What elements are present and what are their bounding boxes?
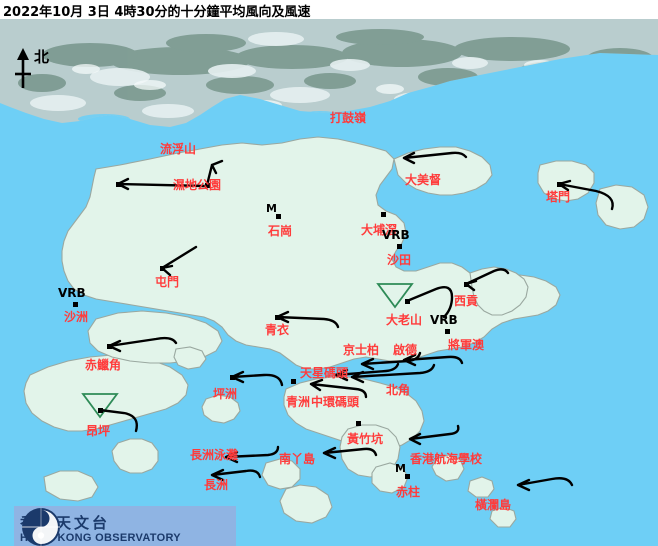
- waglan-islet: [467, 476, 495, 498]
- south-islet-b: [279, 484, 333, 524]
- station-14-dot: [445, 329, 450, 334]
- station-15-label[interactable]: 京士柏: [343, 343, 380, 357]
- station-5-label[interactable]: 塔門: [546, 190, 571, 204]
- station-17-label[interactable]: 天星碼頭: [300, 366, 349, 380]
- station-22-label[interactable]: 昂坪: [86, 424, 111, 438]
- station-14-vrb-marker: VRB: [430, 313, 458, 327]
- barb-lau-fau-shan: [205, 159, 224, 187]
- barb-cheung-chau-beach: [224, 445, 280, 464]
- station-6-dot: [381, 212, 386, 217]
- pennant-tates-cairn: [376, 283, 454, 319]
- hko-emblem-icon: [22, 508, 60, 546]
- station-3-missing-marker: M: [266, 202, 277, 215]
- station-28-dot: [405, 474, 410, 479]
- station-19-label[interactable]: 青洲: [286, 395, 311, 409]
- hko-logo: 香港天文台 HONG KONG OBSERVATORY: [14, 506, 236, 546]
- barb-cheung-chau: [210, 468, 262, 482]
- station-13-dot: [464, 282, 469, 287]
- station-7-dot: [397, 244, 402, 249]
- barb-hk-sea-school: [408, 424, 460, 446]
- pennant-ngong-ping: [81, 393, 138, 433]
- station-0-label[interactable]: 打鼓嶺: [330, 111, 367, 125]
- station-25-label[interactable]: 南丫島: [279, 452, 316, 466]
- station-23-label[interactable]: 長洲泳灘: [190, 448, 239, 462]
- station-8-dot: [160, 266, 165, 271]
- south-islet-d: [431, 454, 465, 482]
- station-2-label[interactable]: 濕地公園: [173, 178, 222, 192]
- plover-cove-land: [393, 146, 493, 196]
- station-21-label[interactable]: 坪洲: [213, 387, 238, 401]
- station-28-label[interactable]: 赤柱: [396, 485, 421, 499]
- station-12-dot: [405, 299, 410, 304]
- title-bar: 2022年10月 3日 4時30分的十分鐘平均風向及風速: [0, 0, 658, 20]
- station-13-label[interactable]: 西貢: [454, 294, 479, 308]
- station-3-dot: [276, 214, 281, 219]
- station-11-dot: [275, 315, 280, 320]
- station-26-label[interactable]: 黃竹坑: [347, 432, 384, 446]
- station-26-dot: [356, 421, 361, 426]
- station-9-vrb-marker: VRB: [58, 286, 86, 300]
- logo-english: HONG KONG OBSERVATORY: [20, 532, 181, 544]
- station-22-dot: [98, 408, 103, 413]
- barb-tai-mei-tuk: [402, 151, 468, 165]
- barb-kai-tak: [402, 353, 464, 367]
- map-graphics: [0, 19, 658, 546]
- north-label: 北: [34, 48, 50, 66]
- station-9-label[interactable]: 沙洲: [64, 310, 89, 324]
- barb-central-pier: [309, 378, 368, 399]
- station-27-label[interactable]: 香港航海學校: [410, 452, 483, 466]
- station-6-label[interactable]: 大埔滘: [361, 223, 398, 237]
- station-16-label[interactable]: 啟德: [393, 343, 418, 357]
- southwest-islet: [43, 470, 99, 502]
- station-4-label[interactable]: 大美督: [405, 173, 442, 187]
- map-canvas[interactable]: 北 打鼓嶺 流浮山 濕地公園 M 石崗 大美督 塔門 大埔滘 VRB 沙田 屯門 VRB 沙洲 赤鱲角 青衣…: [0, 19, 658, 546]
- far-south-islet: [489, 506, 517, 528]
- barb-north-point: [350, 363, 436, 384]
- station-12-label[interactable]: 大老山: [386, 313, 423, 327]
- barb-star-ferry: [334, 362, 400, 382]
- north-arrow-icon: [15, 48, 31, 88]
- station-18-label[interactable]: 北角: [386, 383, 411, 397]
- station-19-dot: [291, 379, 296, 384]
- station-20-label[interactable]: 中環碼頭: [311, 395, 360, 409]
- station-2-dot: [116, 182, 121, 187]
- west-islet-a: [173, 346, 207, 370]
- station-1-dot: [205, 183, 210, 188]
- station-7-vrb-marker: VRB: [382, 228, 410, 242]
- station-8-label[interactable]: 屯門: [155, 275, 180, 289]
- station-10-label[interactable]: 赤鱲角: [85, 358, 122, 372]
- station-14-label[interactable]: 將軍澳: [448, 338, 485, 352]
- station-10-dot: [107, 344, 112, 349]
- station-1-label[interactable]: 流浮山: [160, 142, 197, 156]
- north-arrow: 北: [8, 46, 68, 92]
- cheung-chau-island: [111, 438, 159, 474]
- south-islet-c: [371, 462, 409, 494]
- barb-lamma: [322, 446, 378, 460]
- station-7-label[interactable]: 沙田: [387, 253, 412, 267]
- page-title: 2022年10月 3日 4時30分的十分鐘平均風向及風速: [3, 5, 311, 20]
- new-territories-kowloon: [61, 136, 561, 370]
- station-24-label[interactable]: 長洲: [204, 478, 229, 492]
- station-21-dot: [230, 375, 235, 380]
- station-11-label[interactable]: 青衣: [265, 323, 290, 337]
- station-9-dot: [73, 302, 78, 307]
- station-29-label[interactable]: 橫瀾島: [475, 498, 512, 512]
- south-islet-a: [261, 458, 301, 490]
- station-28-missing-marker: M: [395, 462, 406, 475]
- station-5-dot: [557, 182, 562, 187]
- wind-barbs-group: [81, 151, 614, 492]
- landmass-group: [23, 136, 649, 528]
- peng-chau-island: [201, 394, 241, 424]
- barb-waglan: [516, 477, 574, 492]
- station-3-label[interactable]: 石崗: [268, 224, 293, 238]
